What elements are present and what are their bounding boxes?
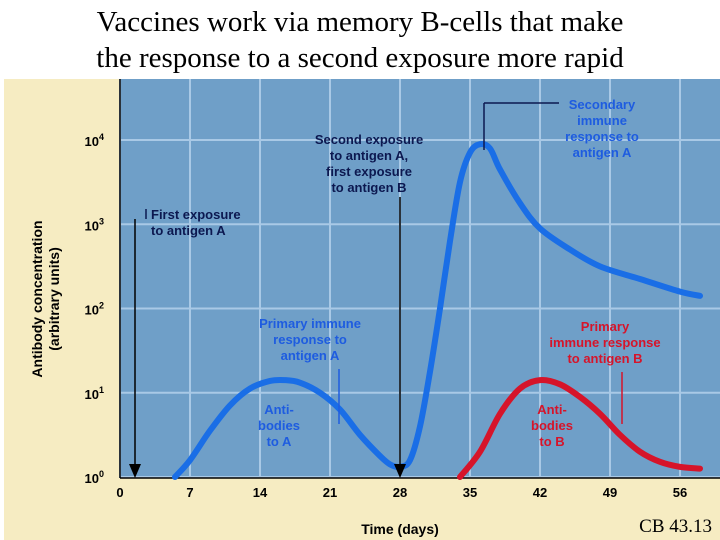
x-tick-label: 14	[253, 485, 268, 500]
annotation-primary-response-a: Primary immune	[259, 316, 361, 331]
exposure-arrow-head	[129, 464, 141, 478]
y-axis-label: Antibody concentration	[29, 220, 45, 377]
y-tick-label: 101	[85, 385, 104, 402]
annotation-first-exposure: First exposure	[151, 207, 241, 222]
antibody-chart: 0 7 14 21 28 35 42 49 56 100 101 102 103 104 Time (day…	[29, 79, 720, 537]
annotation-antibodies-b: Anti-	[537, 402, 567, 417]
x-tick-label: 7	[186, 485, 193, 500]
annotation-secondary-response: response to	[565, 129, 639, 144]
annotation-first-exposure: to antigen A	[151, 223, 226, 238]
annotation-primary-response-a: response to	[273, 332, 347, 347]
x-tick-label: 0	[116, 485, 123, 500]
y-tick-label: 104	[85, 132, 104, 149]
annotation-antibodies-b: bodies	[531, 418, 573, 433]
annotation-antibodies-a: Anti-	[264, 402, 294, 417]
annotation-second-exposure: to antigen B	[331, 180, 406, 195]
exposure-arrow-head	[394, 464, 406, 478]
slide-title-line-2: the response to a second exposure more r…	[96, 42, 624, 74]
x-tick-label: 21	[323, 485, 337, 500]
y-tick-label: 100	[85, 469, 104, 486]
annotation-second-exposure: to antigen A,	[330, 148, 408, 163]
annotation-antibodies-b: to B	[539, 434, 564, 449]
x-tick-label: 49	[603, 485, 617, 500]
annotation-primary-response-b: to antigen B	[567, 351, 642, 366]
slide-title-line-1: Vaccines work via memory B-cells that ma…	[96, 6, 624, 38]
annotation-primary-response-b: Primary	[581, 319, 630, 334]
annotation-antibodies-a: to A	[267, 434, 292, 449]
annotation-secondary-response: Secondary	[569, 97, 636, 112]
annotation-secondary-response: antigen A	[573, 145, 632, 160]
chart-figure: 0 7 14 21 28 35 42 49 56 100 101 102 103 104 Time (day…	[4, 79, 720, 540]
figure-caption: CB 43.13	[639, 516, 712, 537]
series-line-antibodies-a	[172, 140, 703, 480]
x-tick-label: 35	[463, 485, 477, 500]
annotation-primary-response-a: antigen A	[281, 348, 340, 363]
series-line-antibodies-b	[457, 376, 703, 480]
annotation-antibodies-a: bodies	[258, 418, 300, 433]
x-axis-label: Time (days)	[361, 521, 439, 537]
annotation-second-exposure: Second exposure	[315, 132, 423, 147]
x-tick-label: 28	[393, 485, 407, 500]
y-tick-label: 103	[85, 216, 104, 233]
annotation-primary-response-b: immune response	[549, 335, 660, 350]
annotation-second-exposure: first exposure	[326, 164, 412, 179]
annotation-secondary-response: immune	[577, 113, 627, 128]
y-tick-label: 102	[85, 301, 104, 318]
x-tick-label: 56	[673, 485, 687, 500]
y-axis-label: (arbitrary units)	[46, 247, 62, 350]
x-tick-label: 42	[533, 485, 547, 500]
